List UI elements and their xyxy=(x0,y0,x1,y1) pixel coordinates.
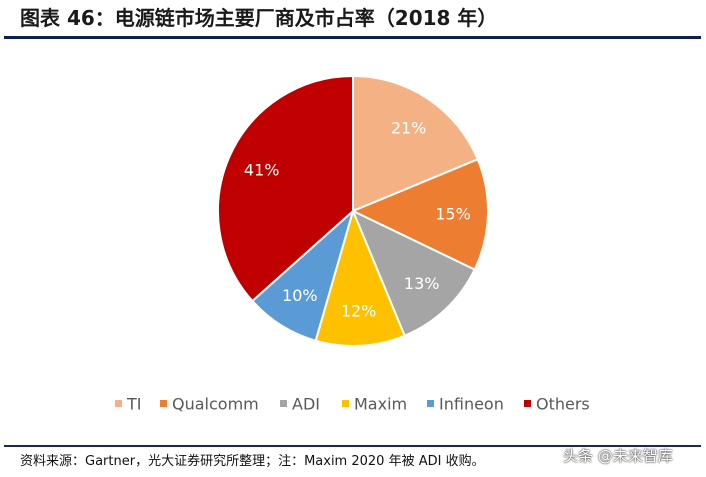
pie-slice-ti xyxy=(352,74,480,213)
chart-legend: TI Qualcomm ADI Maxim Infineon Others xyxy=(115,395,590,414)
legend-marker-qualcomm xyxy=(160,400,167,407)
pie-slice-maxim xyxy=(314,207,406,347)
data-label-ti: 21% xyxy=(391,118,427,137)
data-label-qualcomm: 15% xyxy=(435,204,471,223)
data-label-maxim: 12% xyxy=(341,301,377,320)
legend-label-infineon: Infineon xyxy=(439,395,504,414)
figure-title: 图表 46：电源链市场主要厂商及市占率（2018 年） xyxy=(20,6,498,30)
legend-label-qualcomm: Qualcomm xyxy=(172,395,259,414)
data-label-others: 41% xyxy=(244,161,280,180)
pie-slice-qualcomm xyxy=(350,158,489,271)
legend-label-others: Others xyxy=(536,395,590,414)
pie-data-labels: 21% 15% 13% 12% 10% 41% xyxy=(244,118,471,320)
legend-label-maxim: Maxim xyxy=(354,395,407,414)
legend-marker-infineon xyxy=(427,400,434,407)
title-divider xyxy=(4,36,701,39)
pie-slice-others xyxy=(217,74,354,303)
bottom-divider xyxy=(4,445,701,447)
source-note: 资料来源：Gartner，光大证券研究所整理；注：Maxim 2020 年被 A… xyxy=(20,454,485,469)
legend-label-adi: ADI xyxy=(292,395,320,414)
data-label-adi: 13% xyxy=(404,274,440,293)
legend-marker-maxim xyxy=(342,400,349,407)
pie-slice-adi xyxy=(351,208,476,338)
legend-marker-ti xyxy=(115,400,122,407)
legend-marker-others xyxy=(524,400,531,407)
legend-marker-adi xyxy=(280,400,287,407)
legend-label-ti: TI xyxy=(126,395,142,414)
data-label-infineon: 10% xyxy=(282,286,318,305)
pie-slices xyxy=(217,74,489,347)
watermark: 头条 @未来智库 xyxy=(563,447,673,465)
